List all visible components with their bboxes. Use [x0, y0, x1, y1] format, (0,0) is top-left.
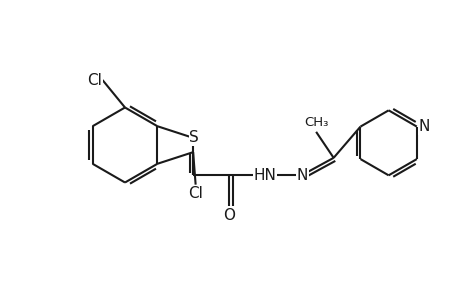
Text: HN: HN [253, 168, 276, 183]
Text: O: O [223, 208, 235, 223]
Text: Cl: Cl [188, 186, 202, 201]
Text: CH₃: CH₃ [303, 116, 328, 129]
Text: N: N [297, 168, 308, 183]
Text: Cl: Cl [87, 73, 102, 88]
Text: N: N [418, 119, 429, 134]
Text: S: S [189, 130, 199, 145]
